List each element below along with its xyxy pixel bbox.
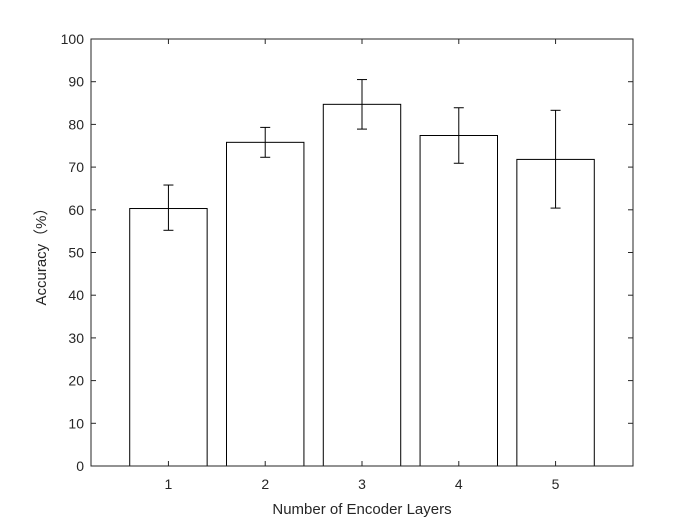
x-tick-label-4: 4 xyxy=(455,476,463,492)
y-tick-label-50: 50 xyxy=(68,245,84,261)
y-axis-label: Accuracy（%） xyxy=(33,200,50,305)
x-tick-label-5: 5 xyxy=(552,476,560,492)
y-tick-label-80: 80 xyxy=(68,116,84,132)
bar-1 xyxy=(129,208,208,467)
y-tick-label-70: 70 xyxy=(68,159,84,175)
plot-area: 0 10 20 30 40 50 60 70 80 90 100 1 2 3 4 5 xyxy=(61,31,634,492)
y-tick-label-100: 100 xyxy=(61,31,85,47)
x-tick-label-1: 1 xyxy=(165,476,173,492)
y-tick-label-60: 60 xyxy=(68,202,84,218)
y-tick-label-20: 20 xyxy=(68,373,84,389)
bar-4 xyxy=(419,135,499,467)
x-tick-label-2: 2 xyxy=(261,476,269,492)
y-tick-label-10: 10 xyxy=(68,415,84,431)
y-tick-label-90: 90 xyxy=(68,74,84,90)
x-axis-label: Number of Encoder Layers xyxy=(272,501,451,518)
y-tick-label-0: 0 xyxy=(76,458,84,474)
bar-2 xyxy=(226,141,305,467)
bar-3 xyxy=(322,103,402,467)
x-tick-label-3: 3 xyxy=(358,476,366,492)
y-tick-label-40: 40 xyxy=(68,287,84,303)
y-tick-label-30: 30 xyxy=(68,330,84,346)
